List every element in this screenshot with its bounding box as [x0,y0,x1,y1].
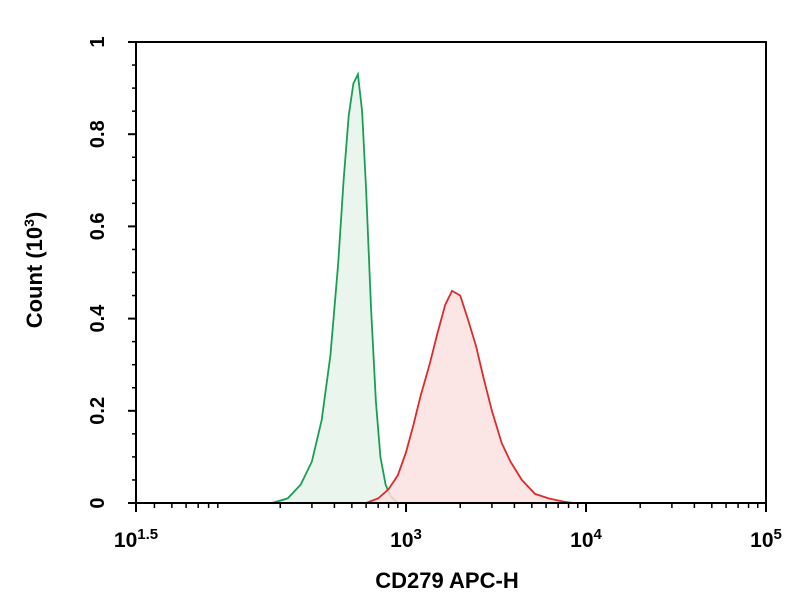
x-tick-label: 105 [750,526,782,553]
y-tick-labels: 0 0.2 0.4 0.6 0.8 1 [87,36,109,508]
histogram-series-0 [271,71,399,504]
x-tick-label: 103 [390,526,422,553]
histogram-line-0 [271,71,399,504]
histogram-series-1 [365,289,574,504]
y-tick-label: 0.6 [87,212,109,240]
histogram-line-1 [365,289,574,504]
histogram-fill-1 [366,290,574,503]
histogram-fill-0 [272,74,398,504]
y-tick-label: 0.4 [87,304,109,333]
x-tick-label: 101.5 [114,526,158,553]
y-tick-label: 0 [87,497,109,508]
y-axis-title-exponent: 3 [21,219,37,227]
series-layer [271,71,574,504]
x-tick-label: 104 [570,526,602,553]
y-axis-title-suffix: ) [22,212,47,219]
x-tick-labels: 101.5 103 104 105 [114,526,782,553]
y-axis-title: Count (103) [21,212,47,329]
y-tick-label: 0.2 [87,397,109,425]
axis-ticks [128,41,767,512]
y-tick-label: 0.8 [87,120,109,148]
y-tick-label: 1 [87,36,109,47]
x-axis-title: CD279 APC-H [375,568,518,593]
y-axis-title-prefix: Count (10 [22,227,47,328]
